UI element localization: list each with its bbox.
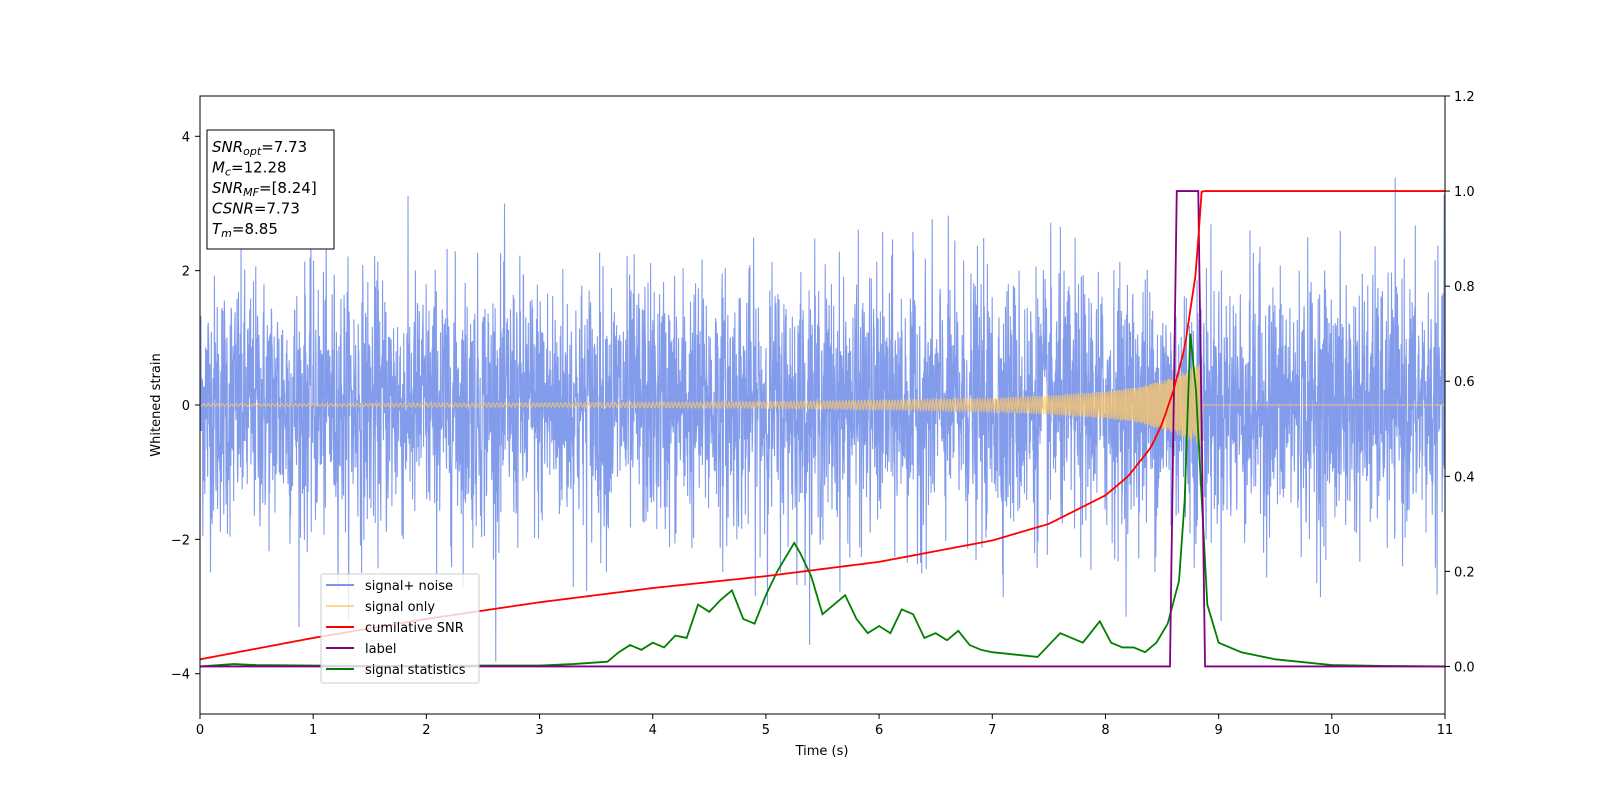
stats-line: Mc=12.28 bbox=[212, 159, 287, 179]
axis-ticks: 0 1 2 3 4 5 6 7 8 9 10 11 −4 −2 0 2 4 0.0 0.2 0.4 0.6 0.8 1.0 1… bbox=[171, 90, 1475, 738]
series-signal-statistics bbox=[200, 333, 1445, 668]
y-right-tick-label: 1.0 bbox=[1454, 185, 1475, 200]
stats-line: SNRopt=7.73 bbox=[212, 138, 307, 158]
y-right-tick-label: 0.8 bbox=[1454, 280, 1475, 295]
stats-line: SNRMF=[8.24] bbox=[212, 179, 317, 199]
x-tick-label: 6 bbox=[875, 723, 883, 738]
stats-box-frame bbox=[206, 129, 335, 250]
y-left-tick-label: −2 bbox=[171, 533, 190, 548]
legend-frame bbox=[320, 573, 480, 684]
y-right-tick-label: 0.6 bbox=[1454, 375, 1475, 390]
y-axis-label: Whitened strain bbox=[149, 353, 164, 456]
legend-entry-label: signal only bbox=[365, 600, 435, 615]
series-signal-noise bbox=[200, 177, 1445, 662]
legend-entry-label: label bbox=[365, 642, 396, 657]
x-tick-label: 3 bbox=[535, 723, 543, 738]
stats-line: CSNR=7.73 bbox=[212, 200, 300, 218]
x-tick-label: 0 bbox=[196, 723, 204, 738]
x-tick-label: 4 bbox=[649, 723, 657, 738]
x-tick-label: 9 bbox=[1214, 723, 1222, 738]
x-tick-label: 7 bbox=[988, 723, 996, 738]
x-tick-label: 10 bbox=[1324, 723, 1341, 738]
series-label bbox=[200, 190, 1445, 668]
x-tick-label: 8 bbox=[1101, 723, 1109, 738]
legend-entry-label: cumilative SNR bbox=[365, 621, 464, 636]
legend-entry-label: signal+ noise bbox=[365, 579, 453, 594]
y-left-tick-label: 4 bbox=[182, 130, 190, 145]
x-tick-label: 11 bbox=[1437, 723, 1454, 738]
x-tick-label: 2 bbox=[422, 723, 430, 738]
y-left-tick-label: 2 bbox=[182, 265, 190, 280]
y-left-tick-label: 0 bbox=[182, 399, 190, 414]
stats-line: Tm=8.85 bbox=[212, 220, 278, 240]
series-signal-only bbox=[200, 364, 1445, 447]
stats-box: SNRopt=7.73Mc=12.28SNRMF=[8.24]CSNR=7.73… bbox=[206, 129, 335, 250]
x-axis-label: Time (s) bbox=[795, 744, 849, 759]
legend: signal+ noise signal only cumilative SNR la… bbox=[320, 573, 480, 684]
x-tick-label: 1 bbox=[309, 723, 317, 738]
y-right-tick-label: 0.0 bbox=[1454, 660, 1475, 675]
y-right-tick-label: 0.2 bbox=[1454, 565, 1475, 580]
y-right-tick-label: 0.4 bbox=[1454, 470, 1475, 485]
legend-entry-label: signal statistics bbox=[365, 663, 466, 678]
y-left-tick-label: −4 bbox=[171, 668, 190, 683]
x-tick-label: 5 bbox=[762, 723, 770, 738]
y-right-tick-label: 1.2 bbox=[1454, 90, 1475, 105]
